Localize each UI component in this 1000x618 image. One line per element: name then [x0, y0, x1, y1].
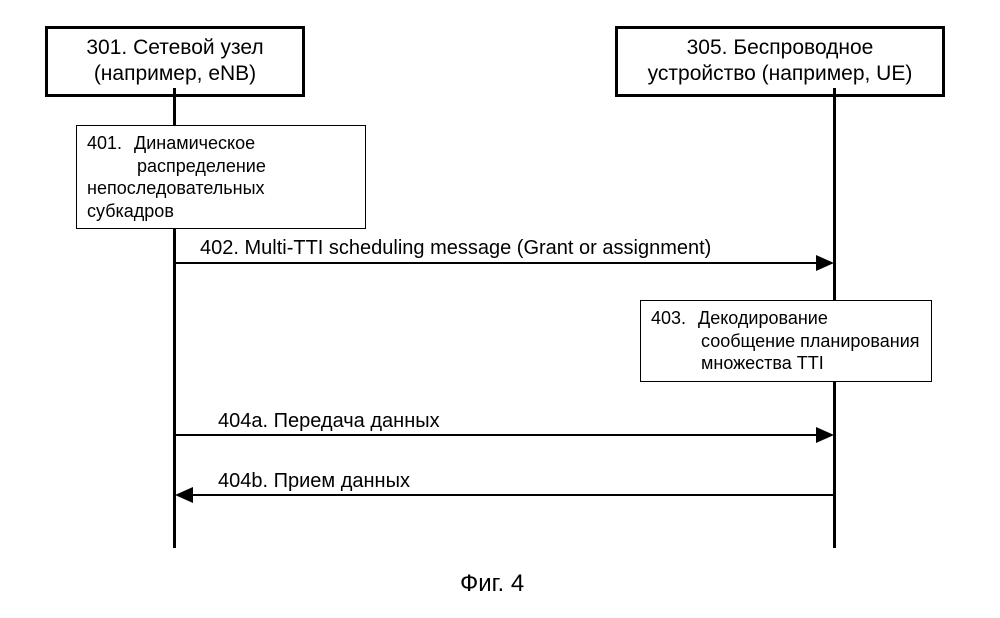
msg-404b-label: 404b. Прием данных	[218, 470, 410, 493]
msg-402-arrow	[176, 262, 824, 264]
note-401: 401. Динамическое распределение непослед…	[76, 125, 366, 229]
participant-network-node: 301. Сетевой узел (например, eNB)	[45, 26, 305, 97]
participant-subtitle: устройство (например, UE)	[648, 62, 913, 85]
msg-404a-label: 404a. Передача данных	[218, 410, 440, 433]
note-num: 401.	[87, 132, 129, 155]
note-line: множества TTI	[701, 352, 921, 375]
note-line: распределение	[137, 155, 355, 178]
participant-wireless-device: 305. Беспроводное устройство (например, …	[615, 26, 945, 97]
participant-title: Сетевой узел	[133, 36, 264, 59]
participant-title: Беспроводное	[733, 36, 873, 59]
note-403: 403. Декодирование сообщение планировани…	[640, 300, 932, 382]
msg-404b-arrow	[186, 494, 834, 496]
arrow-head-right-icon	[816, 427, 834, 443]
arrow-head-left-icon	[175, 487, 193, 503]
participant-num: 305.	[687, 36, 728, 59]
msg-404a-arrow	[176, 434, 824, 436]
arrow-head-right-icon	[816, 255, 834, 271]
note-line: Динамическое	[134, 133, 255, 153]
participant-num: 301.	[86, 36, 127, 59]
note-line: Декодирование	[698, 308, 828, 328]
msg-402-label: 402. Multi-TTI scheduling message (Grant…	[200, 237, 711, 260]
figure-caption: Фиг. 4	[460, 570, 524, 598]
note-num: 403.	[651, 307, 693, 330]
note-line: непоследовательных субкадров	[87, 177, 355, 222]
note-line: сообщение планирования	[701, 330, 921, 353]
participant-subtitle: (например, eNB)	[94, 62, 256, 85]
sequence-diagram: 301. Сетевой узел (например, eNB) 305. Б…	[0, 0, 1000, 618]
